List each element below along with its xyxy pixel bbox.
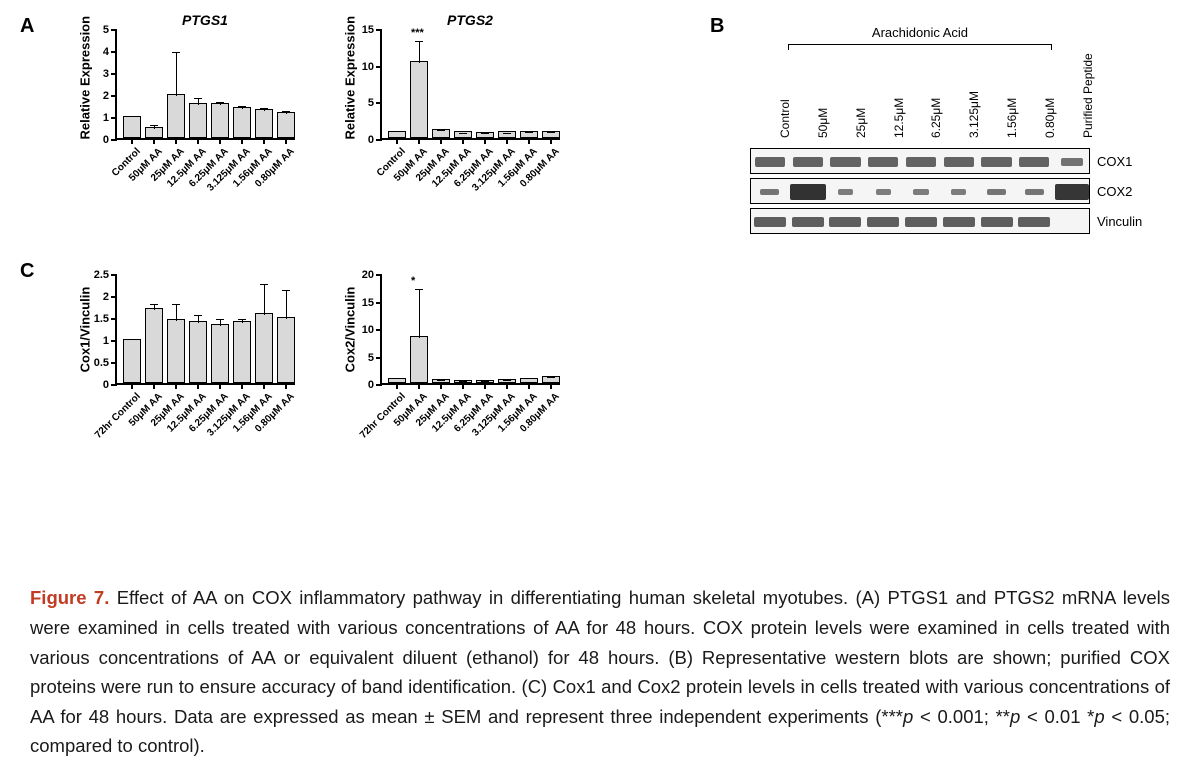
chart-axes: 051015Control***50μM AA25μM AA12.5μM AA6… — [380, 30, 560, 140]
chart-title: PTGS1 — [115, 12, 295, 28]
western-blot-panel: Control 50μM 25μM 12.5μM 6.25μM 3.125μM 1.56μM… — [730, 20, 1140, 250]
bar — [277, 112, 295, 138]
p-value-2: p — [1010, 706, 1020, 727]
band — [906, 157, 936, 166]
lane-label: Purified Peptide — [1081, 53, 1095, 138]
bar — [388, 131, 406, 138]
band — [951, 189, 966, 195]
bar — [145, 308, 163, 383]
bar — [189, 321, 207, 383]
chart-cox1-vinculin: 00.511.522.572hr Control50μM AA25μM AA12… — [115, 275, 365, 475]
band — [867, 217, 899, 227]
band — [793, 157, 823, 166]
figure-caption: Figure 7. Effect of AA on COX inflammato… — [30, 583, 1170, 761]
band — [913, 189, 928, 195]
chart-cox2-vinculin: 0510152072hr Control*50μM AA25μM AA12.5μ… — [380, 275, 630, 475]
bar — [123, 116, 141, 138]
band — [905, 217, 937, 227]
bar — [211, 324, 229, 383]
group-label-arachidonic-acid: Arachidonic Acid — [788, 25, 1052, 40]
y-axis-label: Cox2/Vinculin — [343, 275, 358, 385]
chart-title: PTGS2 — [380, 12, 560, 28]
band — [1061, 158, 1084, 165]
lane-label: 0.80μM — [1043, 98, 1057, 138]
band — [755, 157, 785, 166]
chart-axes: 00.511.522.572hr Control50μM AA25μM AA12… — [115, 275, 295, 385]
p-value-1: p — [903, 706, 913, 727]
lane-label: 12.5μM — [892, 98, 906, 138]
band — [790, 184, 826, 201]
chart-axes: 012345Control50μM AA25μM AA12.5μM AA6.25… — [115, 30, 295, 140]
caption-text-3: < 0.01 * — [1020, 706, 1094, 727]
y-axis-label: Relative Expression — [343, 30, 358, 140]
figure-label: Figure 7. — [30, 587, 109, 608]
panel-label-b: B — [710, 15, 724, 38]
blot-row: Vinculin — [750, 208, 1090, 234]
y-axis-label: Cox1/Vinculin — [78, 275, 93, 385]
band — [760, 189, 779, 196]
chart-ptgs1: PTGS1012345Control50μM AA25μM AA12.5μM A… — [115, 30, 365, 230]
blot-row-label: COX1 — [1097, 154, 1132, 169]
band — [981, 157, 1011, 166]
band — [987, 189, 1006, 196]
bar — [255, 313, 273, 383]
band — [1019, 157, 1049, 166]
panel-label-a: A — [20, 15, 34, 38]
chart-ptgs2: PTGS2051015Control***50μM AA25μM AA12.5μ… — [380, 30, 630, 230]
lane-label: 1.56μM — [1005, 98, 1019, 138]
p-value-3: p — [1094, 706, 1104, 727]
chart-axes: 0510152072hr Control*50μM AA25μM AA12.5μ… — [380, 275, 560, 385]
bar — [189, 103, 207, 138]
bar — [167, 94, 185, 138]
blot-row-label: Vinculin — [1097, 214, 1142, 229]
band — [943, 217, 975, 227]
bar — [233, 321, 251, 383]
y-axis-label: Relative Expression — [78, 30, 93, 140]
bar — [410, 61, 428, 138]
lane-label: 50μM — [816, 108, 830, 138]
band — [981, 217, 1013, 227]
bar — [233, 107, 251, 138]
band — [830, 157, 860, 166]
lane-label: Control — [778, 99, 792, 138]
bar — [255, 109, 273, 138]
band — [754, 217, 786, 227]
significance-marker: * — [411, 275, 415, 287]
figure-root: A B C PTGS1012345Control50μM AA25μM AA12… — [0, 0, 1200, 781]
blot-row: COX2 — [750, 178, 1090, 204]
band — [868, 157, 898, 166]
band — [838, 189, 853, 195]
bar — [123, 339, 141, 383]
lane-label: 6.25μM — [929, 98, 943, 138]
band — [1018, 217, 1050, 227]
blot-row-label: COX2 — [1097, 184, 1132, 199]
band — [944, 157, 974, 166]
band — [829, 217, 861, 227]
band — [792, 217, 824, 227]
panel-label-c: C — [20, 260, 34, 283]
band — [1055, 184, 1089, 200]
bar — [167, 319, 185, 383]
bar — [211, 103, 229, 138]
band — [876, 189, 891, 195]
band — [1025, 189, 1044, 196]
blot-row: COX1 — [750, 148, 1090, 174]
significance-marker: *** — [411, 27, 424, 39]
bar — [277, 317, 295, 383]
lane-label: 3.125μM — [967, 91, 981, 138]
bar — [410, 336, 428, 383]
lane-label: 25μM — [854, 108, 868, 138]
caption-text-2: < 0.001; ** — [913, 706, 1010, 727]
